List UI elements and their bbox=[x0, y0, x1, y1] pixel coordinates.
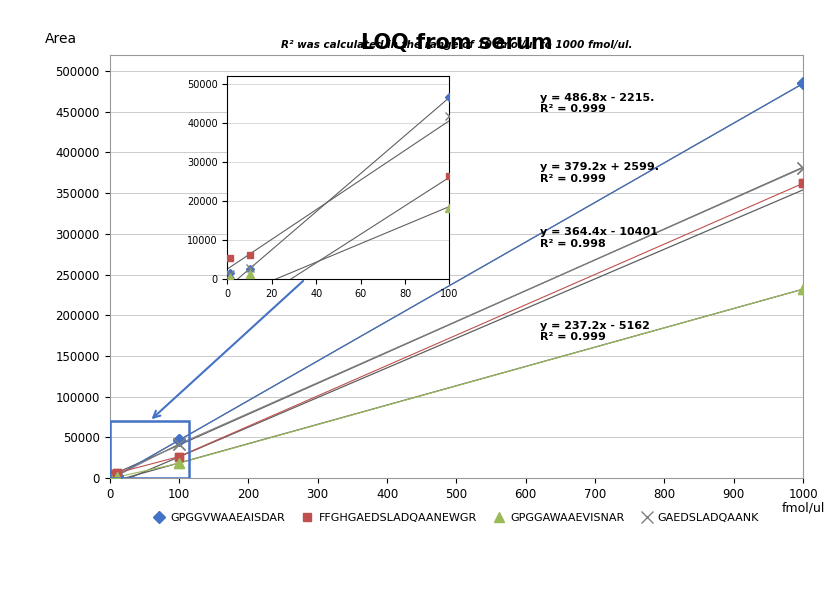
Title: LOQ from serum: LOQ from serum bbox=[361, 33, 552, 53]
Line: GPGGAWAAEVISNAR: GPGGAWAAEVISNAR bbox=[106, 284, 808, 483]
FFGHGAEDSLADQAANEWGR bbox=[112, 470, 122, 477]
Y-axis label: Area: Area bbox=[45, 32, 77, 46]
FFGHGAEDSLADQAANEWGR bbox=[174, 453, 184, 460]
GPGGAWAAEVISNAR bbox=[174, 460, 184, 467]
FFGHGAEDSLADQAANEWGR bbox=[174, 453, 184, 460]
GAEDSLADQAANK bbox=[174, 441, 184, 448]
GPGGVWAAEAISDAR bbox=[174, 436, 184, 444]
GAEDSLADQAANK bbox=[112, 472, 122, 479]
GPGGAWAAEVISNAR bbox=[798, 285, 808, 293]
Bar bbox=[110, 421, 189, 478]
FFGHGAEDSLADQAANEWGR bbox=[105, 470, 115, 477]
GPGGVWAAEAISDAR bbox=[798, 80, 808, 87]
GAEDSLADQAANK bbox=[174, 441, 184, 448]
X-axis label: fmol/ul: fmol/ul bbox=[781, 501, 825, 514]
Line: GAEDSLADQAANK: GAEDSLADQAANK bbox=[105, 163, 809, 483]
GPGGAWAAEVISNAR bbox=[105, 474, 115, 482]
GAEDSLADQAANK bbox=[798, 164, 808, 172]
Text: y = 364.4x - 10401
R² = 0.998: y = 364.4x - 10401 R² = 0.998 bbox=[540, 227, 657, 249]
GPGGAWAAEVISNAR bbox=[105, 474, 115, 482]
GPGGVWAAEAISDAR bbox=[112, 473, 122, 480]
FFGHGAEDSLADQAANEWGR bbox=[105, 470, 115, 477]
GAEDSLADQAANK bbox=[798, 164, 808, 172]
GAEDSLADQAANK bbox=[112, 472, 122, 479]
GPGGVWAAEAISDAR bbox=[798, 80, 808, 87]
FFGHGAEDSLADQAANEWGR bbox=[112, 470, 122, 477]
Line: GAEDSLADQAANK: GAEDSLADQAANK bbox=[105, 163, 809, 483]
Line: GPGGAWAAEVISNAR: GPGGAWAAEVISNAR bbox=[106, 284, 808, 483]
GPGGVWAAEAISDAR bbox=[174, 436, 184, 444]
Text: y = 486.8x - 2215.
R² = 0.999: y = 486.8x - 2215. R² = 0.999 bbox=[540, 93, 654, 114]
Line: GPGGVWAAEAISDAR: GPGGVWAAEAISDAR bbox=[106, 79, 807, 481]
Text: y = 237.2x - 5162
R² = 0.999: y = 237.2x - 5162 R² = 0.999 bbox=[540, 321, 650, 343]
Legend: GPGGVWAAEAISDAR, FFGHGAEDSLADQAANEWGR, GPGGAWAAEVISNAR, GAEDSLADQAANK: GPGGVWAAEAISDAR, FFGHGAEDSLADQAANEWGR, G… bbox=[149, 509, 764, 527]
Line: GPGGVWAAEAISDAR: GPGGVWAAEAISDAR bbox=[106, 79, 807, 481]
GPGGVWAAEAISDAR bbox=[105, 473, 115, 480]
GAEDSLADQAANK bbox=[105, 474, 115, 481]
Text: y = 379.2x + 2599.
R² = 0.999: y = 379.2x + 2599. R² = 0.999 bbox=[540, 162, 659, 184]
GPGGAWAAEVISNAR bbox=[174, 460, 184, 467]
Line: FFGHGAEDSLADQAANEWGR: FFGHGAEDSLADQAANEWGR bbox=[106, 179, 807, 478]
GPGGAWAAEVISNAR bbox=[798, 285, 808, 293]
Line: FFGHGAEDSLADQAANEWGR: FFGHGAEDSLADQAANEWGR bbox=[106, 179, 807, 478]
FFGHGAEDSLADQAANEWGR bbox=[798, 179, 808, 187]
GPGGVWAAEAISDAR bbox=[105, 473, 115, 480]
FFGHGAEDSLADQAANEWGR bbox=[798, 179, 808, 187]
GPGGAWAAEVISNAR bbox=[112, 474, 122, 481]
Text: R² was calculated in the range of 10 fmol/ul to 1000 fmol/ul.: R² was calculated in the range of 10 fmo… bbox=[281, 40, 632, 51]
GAEDSLADQAANK bbox=[105, 474, 115, 481]
GPGGVWAAEAISDAR bbox=[112, 473, 122, 480]
GPGGAWAAEVISNAR bbox=[112, 474, 122, 481]
